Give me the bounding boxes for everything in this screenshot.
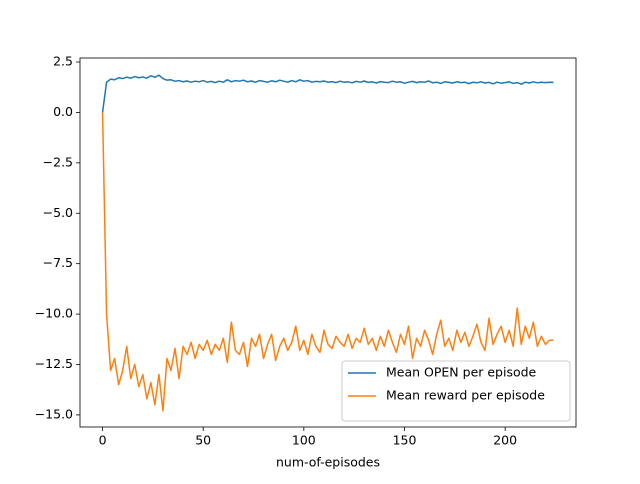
- legend-label: Mean reward per episode: [386, 388, 545, 403]
- y-tick-label: −12.5: [35, 356, 73, 371]
- series-line: [101, 74, 554, 113]
- x-tick-label: 150: [393, 433, 417, 448]
- x-tick-label: 0: [99, 433, 107, 448]
- x-tick-label: 50: [195, 433, 211, 448]
- legend-label: Mean OPEN per episode: [386, 365, 537, 380]
- legend-box: [341, 360, 571, 422]
- y-tick-label: 0.0: [53, 104, 73, 119]
- series-line: [101, 112, 554, 412]
- y-tick-label: −15.0: [35, 406, 73, 421]
- x-tick-label: 100: [292, 433, 316, 448]
- x-tick-label: 200: [493, 433, 517, 448]
- axes-frame: [79, 57, 577, 428]
- y-tick-label: −7.5: [43, 255, 73, 270]
- y-tick-label: −2.5: [43, 154, 73, 169]
- x-axis-label: num-of-episodes: [276, 455, 380, 470]
- y-tick-label: −5.0: [43, 205, 73, 220]
- y-tick-label: −10.0: [35, 306, 73, 321]
- y-tick-label: 2.5: [53, 54, 73, 69]
